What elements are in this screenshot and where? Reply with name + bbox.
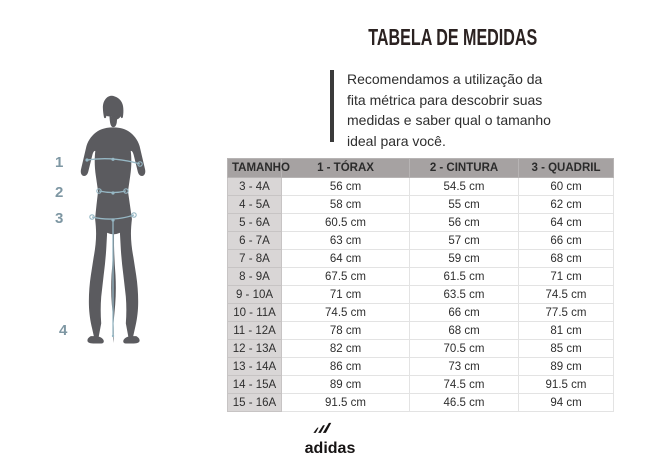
svg-text:4: 4	[59, 322, 68, 339]
svg-text:2: 2	[55, 184, 63, 201]
svg-text:1: 1	[55, 154, 63, 171]
svg-text:3: 3	[55, 210, 63, 227]
